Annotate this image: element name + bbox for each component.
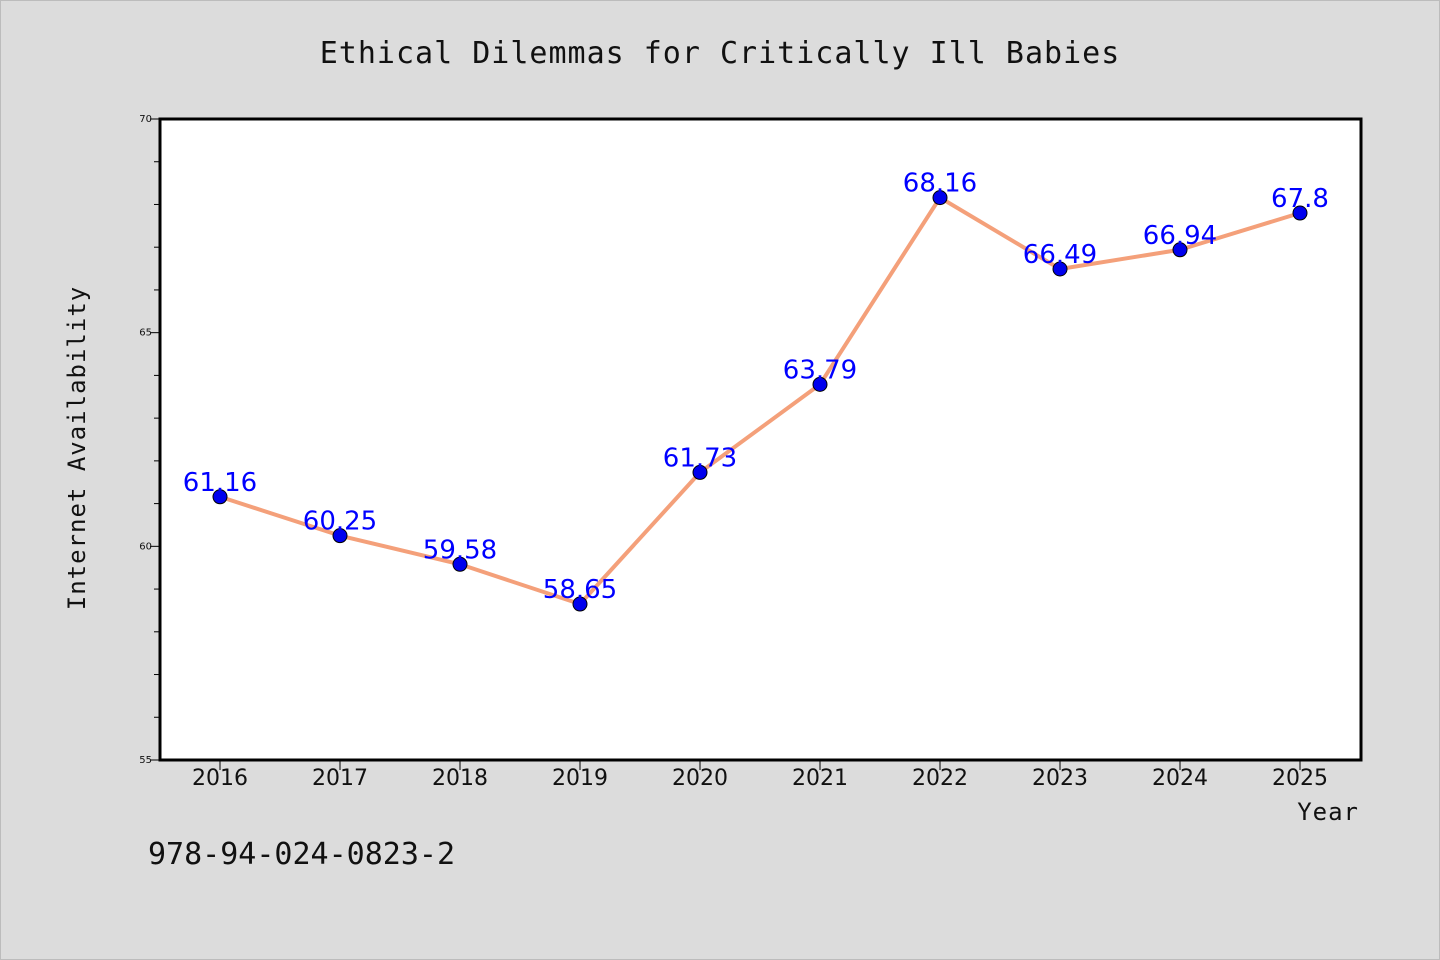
x-tick-label: 2019 [552,766,608,791]
data-label: 67.8 [1271,184,1329,214]
y-axis: 55 60 65 70 [139,114,160,766]
data-point [932,190,948,206]
data-point [452,556,468,572]
data-point [1052,261,1068,277]
x-axis-label: Year [1297,798,1359,826]
data-label: 61.16 [183,468,257,498]
data-point [332,528,348,544]
data-label: 66.94 [1143,221,1217,251]
y-tick-label: 70 [139,114,152,125]
data-point [1172,242,1188,258]
footer-code: 978-94-024-0823-2 [148,837,455,872]
series-polyline [218,195,1302,607]
data-label: 66.49 [1023,240,1097,270]
x-tick-label: 2017 [312,766,368,791]
y-tick-label: 65 [139,328,152,339]
x-tick-label: 2025 [1272,766,1328,791]
x-tick-label: 2024 [1152,766,1208,791]
y-tick-label: 55 [139,755,152,766]
x-tick-label: 2018 [432,766,488,791]
data-label: 63.79 [783,355,857,385]
data-point [1292,205,1308,221]
series-line [218,195,1302,607]
series-markers [212,190,1308,612]
data-point [692,464,708,480]
data-point [812,376,828,392]
x-tick-label: 2022 [912,766,968,791]
x-tick-label: 2020 [672,766,728,791]
chart-title: Ethical Dilemmas for Critically Ill Babi… [320,36,1121,71]
data-point [572,596,588,612]
data-label: 68.16 [903,169,977,199]
data-label: 59.58 [423,535,497,565]
y-axis-label: Internet Availability [63,286,91,610]
data-labels: 61.16 60.25 59.58 58.65 61.73 63.79 68.16 66.49… [183,169,1329,605]
y-tick-label: 60 [139,541,152,552]
x-tick-label: 2021 [792,766,848,791]
data-label: 58.65 [543,575,617,605]
x-tick-label: 2023 [1032,766,1088,791]
plot-area [158,117,1363,762]
data-label: 61.73 [663,443,737,473]
x-tick-label: 2016 [192,766,248,791]
x-axis: 2016 2017 2018 2019 2020 2021 2022 2023 2024 2025 [192,760,1328,791]
data-point [212,489,228,505]
data-label: 60.25 [303,507,377,537]
